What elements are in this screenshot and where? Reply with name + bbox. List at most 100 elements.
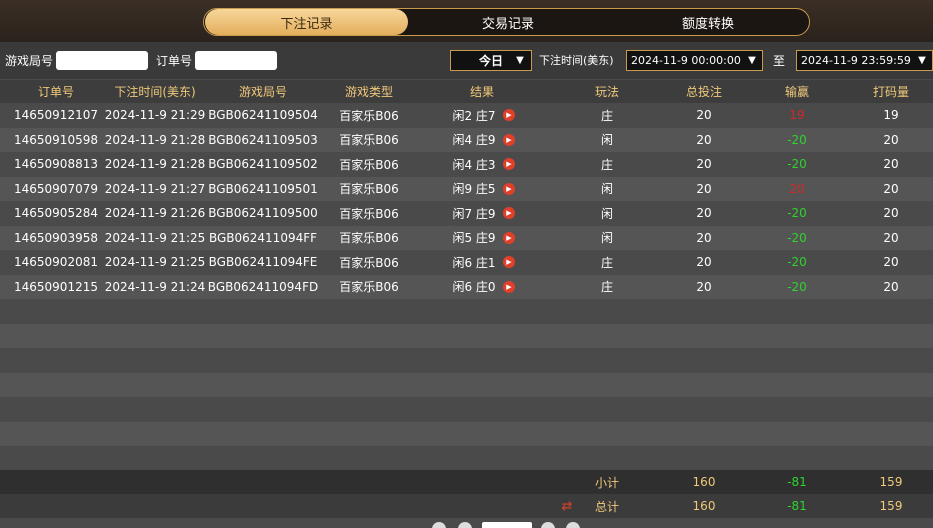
cell: 2024-11-9 21:27 xyxy=(104,181,206,196)
cell: 闲 xyxy=(600,206,613,221)
table-row xyxy=(0,397,933,422)
table-row xyxy=(0,103,933,128)
play-icon[interactable]: ▶ xyxy=(503,256,515,268)
subtotal-cell: -81 xyxy=(787,475,807,489)
table-row xyxy=(0,299,933,324)
cell: 20 xyxy=(789,181,805,196)
cell: 14650902081 xyxy=(14,255,98,270)
cell: BGB062411094FD xyxy=(207,279,319,294)
cell: 19 xyxy=(883,108,899,123)
tab[interactable]: 下注记录 xyxy=(205,9,408,35)
table-row xyxy=(0,348,933,373)
total-cell: 159 xyxy=(879,499,903,513)
total-cell: -81 xyxy=(787,499,807,513)
cell: BGB06241109500 xyxy=(208,206,318,221)
column-header: 打码量 xyxy=(872,85,909,99)
dropdown-arrow: ▼ xyxy=(748,55,756,66)
table-row xyxy=(0,323,933,348)
swap-icon[interactable]: ⇄ xyxy=(561,498,573,514)
column-header: 结果 xyxy=(469,85,494,99)
label: 下注时间(美东) xyxy=(539,54,614,67)
dropdown-arrow: ▼ xyxy=(918,55,926,66)
play-icon[interactable]: ▶ xyxy=(503,207,515,219)
cell: 20 xyxy=(883,157,899,172)
cell: 14650903958 xyxy=(14,230,98,245)
total-cell: 160 xyxy=(692,499,716,513)
cell: 14650907079 xyxy=(14,181,98,196)
subtotal-cell: 小计 xyxy=(594,475,619,490)
cell: 庄 xyxy=(600,255,613,270)
cell: 14650910598 xyxy=(14,132,98,147)
cell: BGB06241109502 xyxy=(208,157,318,172)
play-icon[interactable]: ▶ xyxy=(503,280,515,293)
cell: 20 xyxy=(696,255,712,270)
input[interactable] xyxy=(195,51,277,70)
cell: 闲4 庄3 xyxy=(452,157,496,172)
cell: BGB062411094FF xyxy=(208,230,318,245)
total-cell: 总计 xyxy=(594,499,619,514)
cell: 20 xyxy=(883,132,899,147)
date-start[interactable]: 2024-11-9 00:00:00 xyxy=(626,50,763,71)
cell: 庄 xyxy=(600,280,613,295)
cell: 14650912107 xyxy=(14,108,98,123)
page-button[interactable] xyxy=(432,522,446,528)
cell: 闲6 庄0 xyxy=(452,280,496,295)
table-row xyxy=(0,176,933,201)
cell: -20 xyxy=(787,230,807,245)
subtotal-cell: 159 xyxy=(879,475,903,489)
column-header: 游戏局号 xyxy=(238,85,287,99)
play-icon[interactable]: ▶ xyxy=(503,133,515,146)
cell: 20 xyxy=(883,206,899,221)
page-button[interactable] xyxy=(458,522,472,528)
tab[interactable]: 交易记录 xyxy=(481,16,534,32)
date-end[interactable]: 2024-11-9 23:59:59 xyxy=(796,50,933,71)
column-header: 玩法 xyxy=(594,85,619,99)
column-header: 订单号 xyxy=(37,85,74,99)
page-button[interactable] xyxy=(566,522,580,528)
tab[interactable]: 额度转换 xyxy=(681,16,734,32)
cell: BGB06241109503 xyxy=(208,132,318,147)
cell: 百家乐B06 xyxy=(339,231,399,246)
cell: 2024-11-9 21:25 xyxy=(104,230,206,245)
cell: 20 xyxy=(696,108,712,123)
table-row xyxy=(0,421,933,446)
cell: 闲 xyxy=(600,231,613,246)
cell: 闲4 庄9 xyxy=(452,133,496,148)
label: 至 xyxy=(773,53,786,68)
dropdown[interactable]: 今日 xyxy=(450,50,532,71)
table-header xyxy=(0,80,933,103)
cell: 2024-11-9 21:26 xyxy=(104,206,206,221)
page-input[interactable] xyxy=(482,522,532,528)
cell: 百家乐B06 xyxy=(339,206,399,221)
cell: BGB06241109504 xyxy=(208,108,318,123)
table-row xyxy=(0,127,933,152)
play-icon[interactable]: ▶ xyxy=(503,158,515,170)
cell: 20 xyxy=(883,181,899,196)
summary-row xyxy=(0,470,933,494)
play-icon[interactable]: ▶ xyxy=(503,182,515,195)
table-row xyxy=(0,250,933,275)
input[interactable] xyxy=(56,51,148,70)
page-button[interactable] xyxy=(541,522,555,528)
cell: BGB06241109501 xyxy=(208,181,318,196)
cell: 百家乐B06 xyxy=(339,280,399,295)
cell: 20 xyxy=(883,279,899,294)
cell: -20 xyxy=(787,132,807,147)
cell: 百家乐B06 xyxy=(339,255,399,270)
table-row xyxy=(0,274,933,299)
cell: 2024-11-9 21:28 xyxy=(104,132,206,147)
dropdown-arrow: ▼ xyxy=(516,55,524,66)
summary-row xyxy=(0,494,933,518)
cell: 闲 xyxy=(600,182,613,197)
cell: 20 xyxy=(696,132,712,147)
cell: 闲2 庄7 xyxy=(452,108,496,123)
cell: 20 xyxy=(696,206,712,221)
play-icon[interactable]: ▶ xyxy=(503,109,515,121)
cell: 14650905284 xyxy=(14,206,98,221)
column-header: 输赢 xyxy=(784,85,809,99)
cell: -20 xyxy=(787,157,807,172)
play-icon[interactable]: ▶ xyxy=(503,231,515,244)
cell: 百家乐B06 xyxy=(339,157,399,172)
table-row xyxy=(0,225,933,250)
table-row xyxy=(0,446,933,471)
